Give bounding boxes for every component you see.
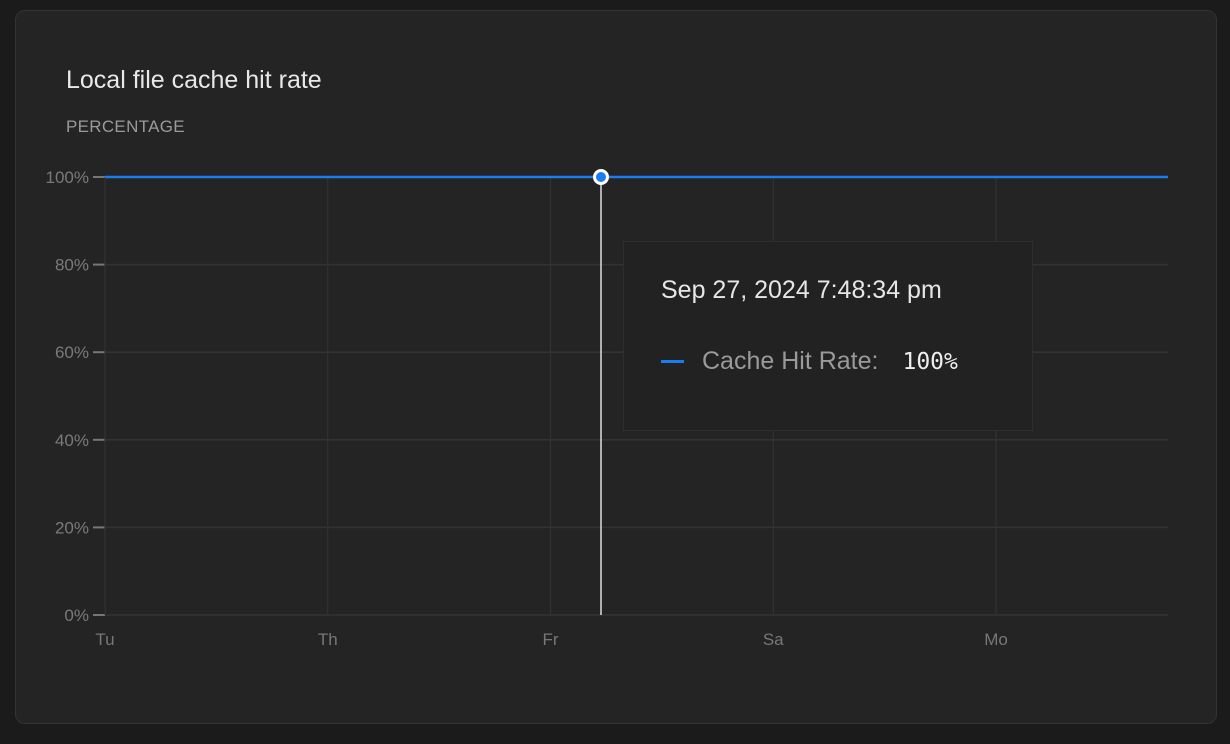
y-tick-label: 60% — [55, 343, 89, 362]
hover-point — [596, 172, 606, 182]
x-tick-label: Th — [318, 630, 338, 649]
y-tick-label: 100% — [46, 168, 89, 187]
tooltip-label: Cache Hit Rate: — [702, 347, 879, 375]
tooltip-row: Cache Hit Rate: 100% — [661, 347, 958, 376]
series-swatch — [661, 360, 684, 363]
x-tick-label: Sa — [763, 630, 784, 649]
x-tick-label: Mo — [984, 630, 1008, 649]
y-tick-label: 0% — [64, 606, 89, 625]
y-axis-label: PERCENTAGE — [66, 117, 185, 136]
x-tick-label: Fr — [542, 630, 558, 649]
x-tick-label: Tu — [95, 630, 114, 649]
chart-title: Local file cache hit rate — [66, 66, 322, 94]
y-tick-label: 80% — [55, 256, 89, 275]
y-tick-label: 20% — [55, 518, 89, 537]
tooltip-date: Sep 27, 2024 7:48:34 pm — [661, 276, 942, 304]
tooltip-value: 100% — [902, 348, 958, 375]
tooltip: Sep 27, 2024 7:48:34 pm Cache Hit Rate: … — [623, 241, 1033, 431]
y-tick-label: 40% — [55, 431, 89, 450]
